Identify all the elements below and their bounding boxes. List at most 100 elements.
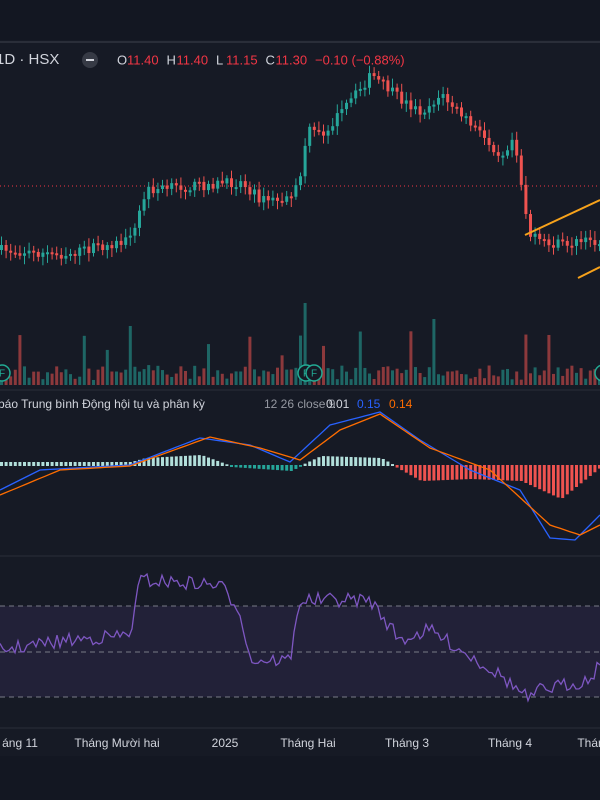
volume xyxy=(386,366,390,385)
macd-histogram xyxy=(234,465,238,468)
candle xyxy=(331,126,335,131)
volume xyxy=(354,367,358,385)
candle xyxy=(547,239,551,246)
macd-histogram xyxy=(391,464,394,466)
volume xyxy=(565,368,569,385)
macd-histogram xyxy=(220,462,224,466)
volume xyxy=(547,334,551,385)
volume xyxy=(349,379,353,385)
macd-histogram xyxy=(207,457,210,466)
volume xyxy=(575,372,578,385)
volume xyxy=(36,371,40,385)
ohlc-value: 11.40 xyxy=(177,52,209,67)
candle xyxy=(404,100,408,104)
candle xyxy=(455,106,459,109)
candle xyxy=(165,185,169,189)
candle xyxy=(128,235,132,238)
volume xyxy=(151,370,155,385)
macd-histogram xyxy=(524,465,528,483)
macd-histogram xyxy=(308,461,312,466)
macd-histogram xyxy=(50,462,54,466)
candle xyxy=(483,130,486,138)
candle xyxy=(225,178,229,184)
candle xyxy=(570,245,574,248)
macd-histogram xyxy=(188,455,192,466)
symbol: 1D · HSX xyxy=(0,51,59,68)
macd-histogram xyxy=(161,457,164,466)
candle xyxy=(248,187,252,195)
volume xyxy=(377,370,381,385)
macd-histogram xyxy=(542,465,546,492)
candle xyxy=(538,233,542,240)
macd-histogram xyxy=(418,465,422,481)
candle xyxy=(437,97,440,105)
candle xyxy=(50,252,54,255)
candle xyxy=(446,94,450,103)
macd-histogram xyxy=(501,465,505,481)
macd-value: 0.14 xyxy=(389,397,413,411)
macd-histogram xyxy=(285,465,289,471)
macd-histogram xyxy=(533,465,537,488)
candle xyxy=(13,252,17,255)
candle xyxy=(519,155,523,185)
volume xyxy=(170,376,174,385)
candle xyxy=(598,244,600,247)
volume xyxy=(409,331,413,385)
macd-histogram xyxy=(299,465,302,467)
macd-histogram xyxy=(496,465,500,481)
volume xyxy=(570,365,574,385)
volume xyxy=(96,369,100,385)
macd-histogram xyxy=(128,462,132,466)
candle xyxy=(78,247,82,256)
volume xyxy=(105,349,109,385)
macd-histogram xyxy=(266,465,270,470)
macd-histogram xyxy=(317,457,321,466)
candle xyxy=(575,239,578,246)
candle xyxy=(533,233,537,237)
volume xyxy=(87,368,91,385)
candle xyxy=(193,181,197,191)
volume xyxy=(496,376,500,385)
candle xyxy=(358,88,362,91)
macd-histogram xyxy=(515,465,519,481)
volume xyxy=(280,355,284,385)
candle xyxy=(386,80,390,92)
candle xyxy=(243,181,247,188)
volume xyxy=(138,371,141,385)
macd-histogram xyxy=(400,465,404,471)
volume xyxy=(400,373,404,385)
macd-histogram xyxy=(469,465,473,480)
candle xyxy=(308,126,312,146)
indicator-line xyxy=(0,413,600,536)
volume xyxy=(13,369,17,385)
volume xyxy=(561,375,565,385)
volume xyxy=(335,379,339,385)
macd-histogram xyxy=(312,459,316,466)
macd-histogram xyxy=(561,465,565,499)
ohlc-value: 11.30 xyxy=(276,52,308,67)
candle xyxy=(59,254,63,259)
macd-histogram xyxy=(492,465,496,480)
candle xyxy=(64,255,68,259)
x-tick-label: Tháng 4 xyxy=(488,736,532,750)
volume xyxy=(515,371,519,385)
candle xyxy=(414,106,417,110)
candle xyxy=(276,197,279,201)
macd-histogram xyxy=(142,458,146,466)
candle xyxy=(271,197,275,201)
candle xyxy=(299,176,302,186)
macd-histogram xyxy=(386,461,390,466)
volume xyxy=(446,371,450,385)
volume xyxy=(437,374,440,385)
candle xyxy=(253,189,256,195)
volume xyxy=(381,366,385,385)
candle xyxy=(317,129,321,132)
volume xyxy=(588,370,592,385)
macd-histogram xyxy=(538,465,542,490)
volume xyxy=(294,367,298,385)
x-tick-label: Tháng 3 xyxy=(385,736,429,750)
candle xyxy=(46,252,49,255)
volume xyxy=(248,336,252,385)
macd-histogram xyxy=(345,456,348,466)
candle xyxy=(110,245,114,249)
